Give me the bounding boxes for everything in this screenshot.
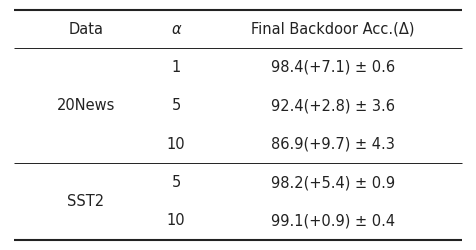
Text: 99.1(+0.9) ± 0.4: 99.1(+0.9) ± 0.4 bbox=[271, 213, 395, 228]
Text: 98.2(+5.4) ± 0.9: 98.2(+5.4) ± 0.9 bbox=[271, 175, 395, 190]
Text: Final Backdoor Acc.(Δ): Final Backdoor Acc.(Δ) bbox=[251, 22, 415, 37]
Text: 10: 10 bbox=[167, 137, 186, 152]
Text: 1: 1 bbox=[171, 60, 181, 75]
Text: 5: 5 bbox=[171, 175, 181, 190]
Text: Data: Data bbox=[68, 22, 103, 37]
Text: 92.4(+2.8) ± 3.6: 92.4(+2.8) ± 3.6 bbox=[271, 98, 395, 113]
Text: 98.4(+7.1) ± 0.6: 98.4(+7.1) ± 0.6 bbox=[271, 60, 395, 75]
Text: 86.9(+9.7) ± 4.3: 86.9(+9.7) ± 4.3 bbox=[271, 137, 395, 152]
Text: 20News: 20News bbox=[57, 98, 115, 113]
Text: α: α bbox=[171, 22, 181, 37]
Text: 10: 10 bbox=[167, 213, 186, 228]
Text: 5: 5 bbox=[171, 98, 181, 113]
Text: SST2: SST2 bbox=[67, 194, 104, 209]
